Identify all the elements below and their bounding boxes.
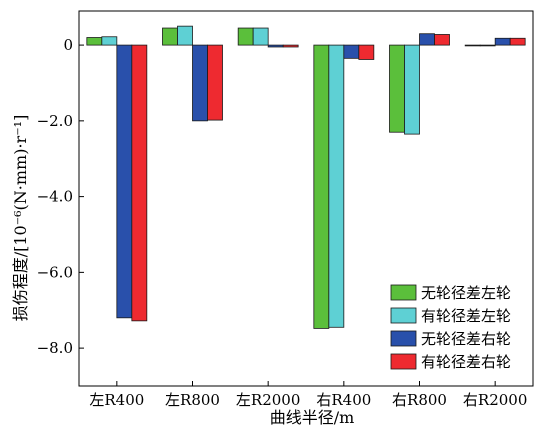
y-tick-label: −2.0 (37, 112, 73, 130)
bar (434, 34, 450, 46)
bar (479, 44, 496, 47)
y-tick-label: −8.0 (37, 339, 73, 357)
y-tick-label: 0 (63, 36, 73, 54)
bar (237, 27, 254, 46)
bar (131, 44, 148, 322)
bar (177, 25, 193, 46)
x-tick-label: 右R2000 (463, 391, 527, 409)
bar (162, 27, 178, 46)
legend-swatch (390, 307, 417, 324)
bar (404, 44, 420, 135)
x-tick-label: 左R400 (89, 391, 144, 409)
bar (358, 44, 375, 60)
bars-layer (86, 25, 526, 329)
axes-layer: 0 −2.0 −4.0 −6.0 −8.0 左R400 左R800 左R2000 右R400 右R… (37, 10, 534, 409)
bar (494, 37, 511, 46)
bar (389, 44, 405, 133)
bar (313, 44, 330, 329)
bar (116, 44, 133, 319)
x-tick-label: 左R800 (165, 391, 220, 409)
x-tick-label: 左R2000 (236, 391, 300, 409)
x-axis-label: 曲线半径/m (270, 408, 355, 427)
legend-swatch (390, 353, 417, 370)
bar (509, 37, 526, 46)
bar (419, 33, 435, 46)
bar (282, 44, 299, 48)
bar (192, 44, 208, 122)
bar (267, 44, 284, 48)
bar (101, 36, 118, 46)
bar (252, 27, 269, 46)
y-axis-label: 损伤程度/[10⁻⁶(N·mm)·r⁻¹] (11, 115, 30, 322)
legend-swatch (390, 284, 417, 301)
bar (464, 44, 481, 47)
bar (328, 44, 345, 328)
y-tick-label: −6.0 (37, 263, 73, 281)
x-tick-label: 右R400 (316, 391, 371, 409)
y-tick-label: −4.0 (37, 188, 73, 206)
legend-label: 有轮径差右轮 (421, 353, 511, 371)
legend-label: 无轮径差左轮 (421, 284, 511, 302)
x-tick-label: 右R800 (392, 391, 447, 409)
legend-swatch (390, 330, 417, 347)
legend-label: 有轮径差左轮 (421, 307, 511, 325)
plot-frame (78, 10, 534, 387)
bar (343, 44, 360, 59)
bar (207, 44, 223, 121)
bar (86, 37, 103, 46)
legend-label: 无轮径差右轮 (421, 330, 511, 348)
